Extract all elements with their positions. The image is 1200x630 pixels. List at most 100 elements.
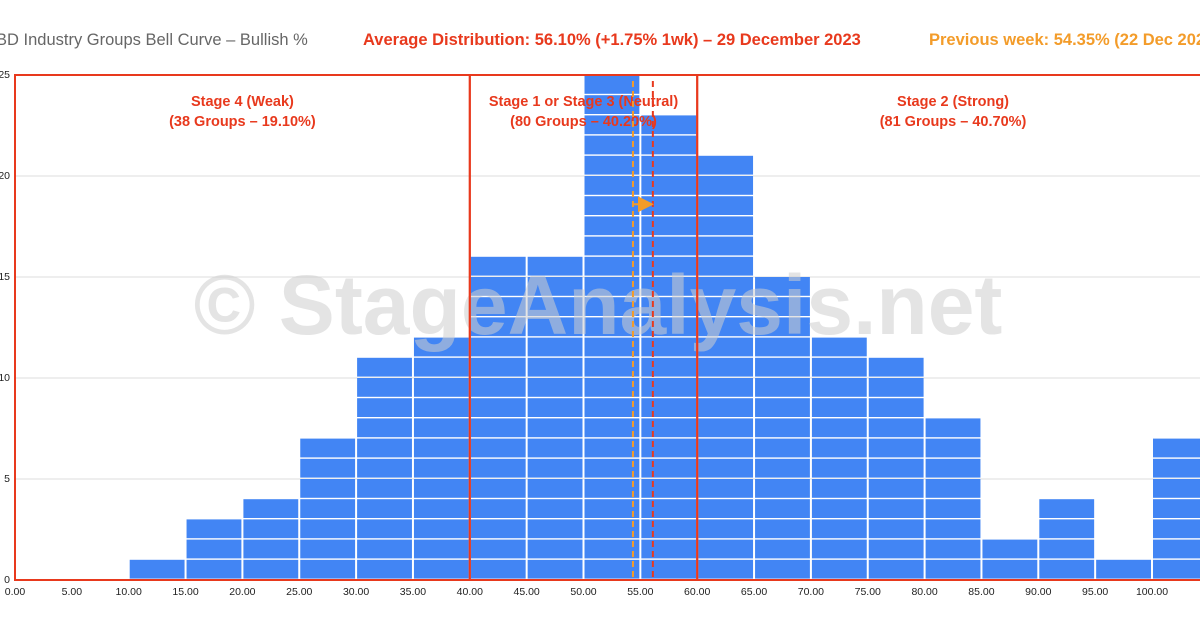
bar-unit <box>470 378 526 397</box>
bar-unit <box>925 479 981 498</box>
bar-unit <box>527 499 583 518</box>
bar <box>925 418 981 579</box>
bar-unit <box>584 357 640 377</box>
x-tick-label: 70.00 <box>798 586 824 598</box>
bar-unit <box>584 216 640 236</box>
bar-unit <box>641 317 697 337</box>
bar-unit <box>641 357 697 377</box>
bar-unit <box>584 337 640 357</box>
bar-unit <box>584 277 640 296</box>
bar-unit <box>755 438 810 458</box>
bar-unit <box>413 499 469 518</box>
bar-unit <box>300 438 356 458</box>
bar-unit <box>584 458 640 478</box>
bar-unit <box>243 499 299 518</box>
bar-unit <box>186 519 242 539</box>
bar-unit <box>698 458 754 478</box>
bar-unit <box>868 479 924 498</box>
bar <box>357 357 412 579</box>
bar-unit <box>982 559 1038 579</box>
bar <box>470 256 526 579</box>
bar-unit <box>811 418 867 438</box>
bar-unit <box>129 559 185 579</box>
bar-unit <box>641 519 697 539</box>
bar-unit <box>300 499 356 518</box>
x-tick-label: 15.00 <box>172 586 198 598</box>
bar-unit <box>868 357 924 377</box>
bar-unit <box>641 418 697 438</box>
bar-unit <box>755 559 810 579</box>
stage-zone-title: Stage 2 (Strong) <box>897 94 1009 110</box>
bar <box>1096 559 1151 579</box>
bar-unit <box>1153 539 1200 559</box>
bar-unit <box>413 438 469 458</box>
x-tick-label: 60.00 <box>684 586 710 598</box>
bar-unit <box>755 458 810 478</box>
bar-unit <box>584 155 640 175</box>
bar-unit <box>868 418 924 438</box>
bar-unit <box>868 539 924 559</box>
bar-unit <box>1153 479 1200 498</box>
x-tick-label: 75.00 <box>855 586 881 598</box>
bar-unit <box>811 438 867 458</box>
bar-unit <box>925 438 981 458</box>
y-tick-label: 0 <box>4 574 10 586</box>
bar-unit <box>698 155 754 175</box>
bar-unit <box>584 256 640 276</box>
bar-unit <box>755 539 810 559</box>
bar-unit <box>470 479 526 498</box>
bar-unit <box>470 539 526 559</box>
bar <box>641 115 697 579</box>
bar-unit <box>584 398 640 417</box>
x-tick-label: 25.00 <box>286 586 312 598</box>
bar-unit <box>641 135 697 155</box>
x-tick-label: 0.00 <box>5 586 26 598</box>
x-tick-label: 65.00 <box>741 586 767 598</box>
bar-unit <box>641 216 697 236</box>
bar-unit <box>413 398 469 417</box>
bar-unit <box>641 236 697 256</box>
bar-unit <box>811 357 867 377</box>
x-tick-label: 20.00 <box>229 586 255 598</box>
bar-unit <box>300 479 356 498</box>
bar-unit <box>698 277 754 296</box>
bar-unit <box>755 398 810 417</box>
bar-unit <box>584 519 640 539</box>
stage-zone-title: Stage 1 or Stage 3 (Neutral) <box>489 94 679 110</box>
bar-unit <box>300 559 356 579</box>
bar-unit <box>641 479 697 498</box>
bar-unit <box>698 256 754 276</box>
bar-unit <box>527 519 583 539</box>
bar <box>413 337 469 579</box>
bar-unit <box>641 196 697 215</box>
bar-unit <box>1039 499 1095 518</box>
y-tick-label: 15 <box>0 271 10 283</box>
x-tick-label: 30.00 <box>343 586 369 598</box>
bar-unit <box>413 378 469 397</box>
bar-unit <box>584 297 640 316</box>
bar-unit <box>584 378 640 397</box>
bar-unit <box>698 357 754 377</box>
bar-unit <box>641 378 697 397</box>
bar-unit <box>641 559 697 579</box>
bar <box>584 75 640 579</box>
bar-unit <box>527 539 583 559</box>
bar-unit <box>1039 559 1095 579</box>
axes: 0 5 10 15 20 25 0.00 5.00 10.00 15.00 20.00 25.00 30… <box>0 69 1200 598</box>
bar-unit <box>413 479 469 498</box>
bar-unit <box>755 479 810 498</box>
bar-unit <box>357 438 412 458</box>
bar-unit <box>925 559 981 579</box>
bar-unit <box>698 297 754 316</box>
bar-unit <box>527 458 583 478</box>
bar-unit <box>357 539 412 559</box>
bar-unit <box>584 236 640 256</box>
bar-unit <box>357 398 412 417</box>
y-tick-label: 10 <box>0 372 10 384</box>
bar <box>129 559 185 579</box>
bar-unit <box>357 479 412 498</box>
bar-unit <box>584 317 640 337</box>
average-lines <box>631 81 654 580</box>
y-tick-label: 20 <box>0 170 10 182</box>
